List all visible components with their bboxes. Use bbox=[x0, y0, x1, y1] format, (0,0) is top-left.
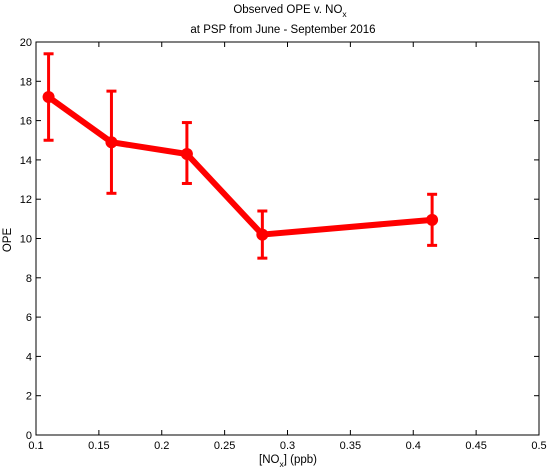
x-tick-label: 0.4 bbox=[406, 440, 421, 452]
data-point bbox=[105, 136, 118, 149]
x-axis-title: [NOx] (ppb) bbox=[259, 454, 317, 469]
x-tick-label: 0.25 bbox=[214, 440, 235, 452]
y-axis-ticks: 0 2 4 6 8 10 12 14 16 18 20 bbox=[20, 37, 539, 442]
y-tick-label: 2 bbox=[26, 391, 32, 403]
chart-title-line-1: Observed OPE v. NOx bbox=[233, 4, 347, 19]
x-tick-label: 0.3 bbox=[280, 440, 295, 452]
y-tick-label: 12 bbox=[20, 194, 32, 206]
x-axis-title-subscript: x bbox=[279, 459, 284, 469]
x-axis-title-suffix: ] (ppb) bbox=[284, 454, 317, 466]
y-tick-label: 0 bbox=[26, 430, 32, 442]
data-point bbox=[42, 91, 55, 104]
y-axis-title: OPE bbox=[2, 228, 14, 253]
x-axis-title-prefix: [NO bbox=[259, 454, 280, 466]
y-tick-label: 10 bbox=[20, 234, 32, 246]
y-tick-label: 16 bbox=[20, 116, 32, 128]
y-tick-label: 8 bbox=[26, 273, 32, 285]
y-tick-label: 18 bbox=[20, 76, 32, 88]
data-point bbox=[426, 213, 439, 226]
x-tick-label: 0.35 bbox=[340, 440, 361, 452]
x-tick-label: 0.1 bbox=[28, 440, 43, 452]
y-tick-label: 6 bbox=[26, 312, 32, 324]
data-point bbox=[180, 148, 193, 161]
x-tick-label: 0.15 bbox=[88, 440, 109, 452]
x-axis-ticks: 0.1 0.15 0.2 0.25 0.3 0.35 0.4 0.45 0.5 bbox=[28, 42, 547, 452]
x-tick-label: 0.2 bbox=[154, 440, 169, 452]
y-tick-label: 20 bbox=[20, 37, 32, 49]
series-ope bbox=[42, 52, 439, 260]
y-tick-label: 4 bbox=[26, 351, 32, 363]
x-tick-label: 0.45 bbox=[465, 440, 486, 452]
chart-title-line-2: at PSP from June - September 2016 bbox=[190, 24, 375, 36]
y-tick-label: 14 bbox=[20, 155, 32, 167]
chart-title-subscript: x bbox=[342, 9, 347, 19]
x-tick-label: 0.5 bbox=[531, 440, 546, 452]
chart-title-main: Observed OPE v. NO bbox=[233, 4, 342, 16]
series-line bbox=[45, 94, 436, 238]
data-point bbox=[256, 228, 269, 241]
